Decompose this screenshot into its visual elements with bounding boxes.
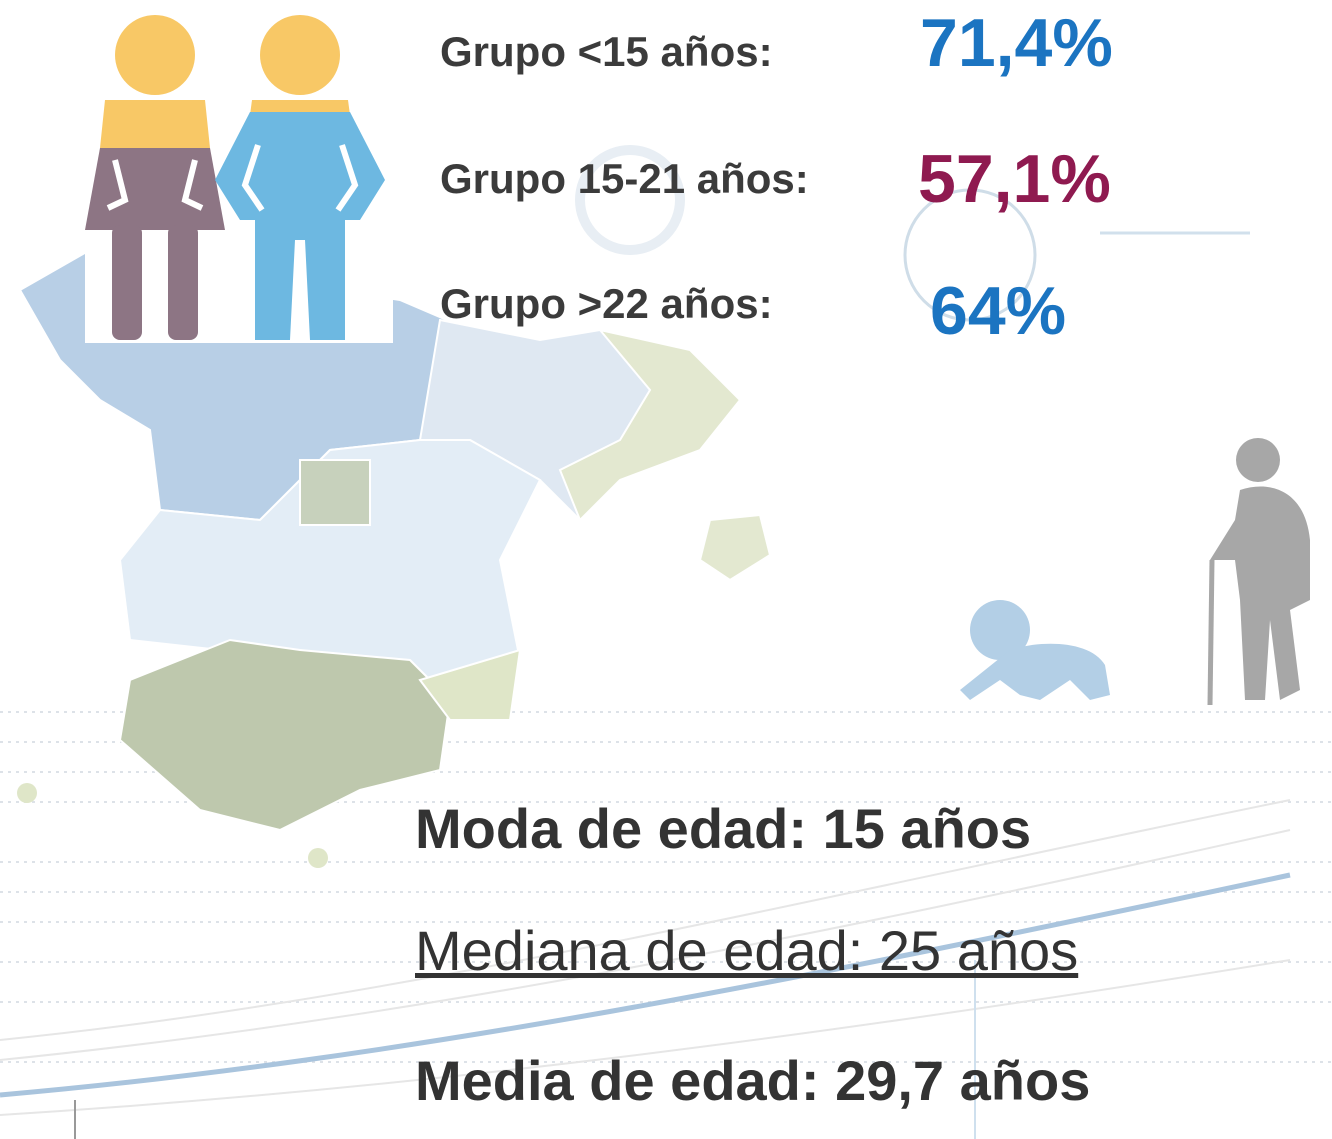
stat-mode: Moda de edad: 15 años [415,797,1032,860]
decorations [0,145,1291,1139]
old-man [1207,438,1310,706]
baby [960,600,1110,700]
female-icon [85,15,225,340]
stat-median: Mediana de edad: 25 años [415,919,1079,982]
group-label: Grupo <15 años: [440,28,773,75]
group-label: Grupo 15-21 años: [440,155,809,202]
group-value: 64% [930,273,1067,349]
stat-mean: Media de edad: 29,7 años [415,1049,1091,1112]
male-icon [215,15,385,340]
group-label: Grupo >22 años: [440,280,773,327]
group-value: 71,4% [920,5,1113,81]
group-value: 57,1% [918,141,1111,217]
